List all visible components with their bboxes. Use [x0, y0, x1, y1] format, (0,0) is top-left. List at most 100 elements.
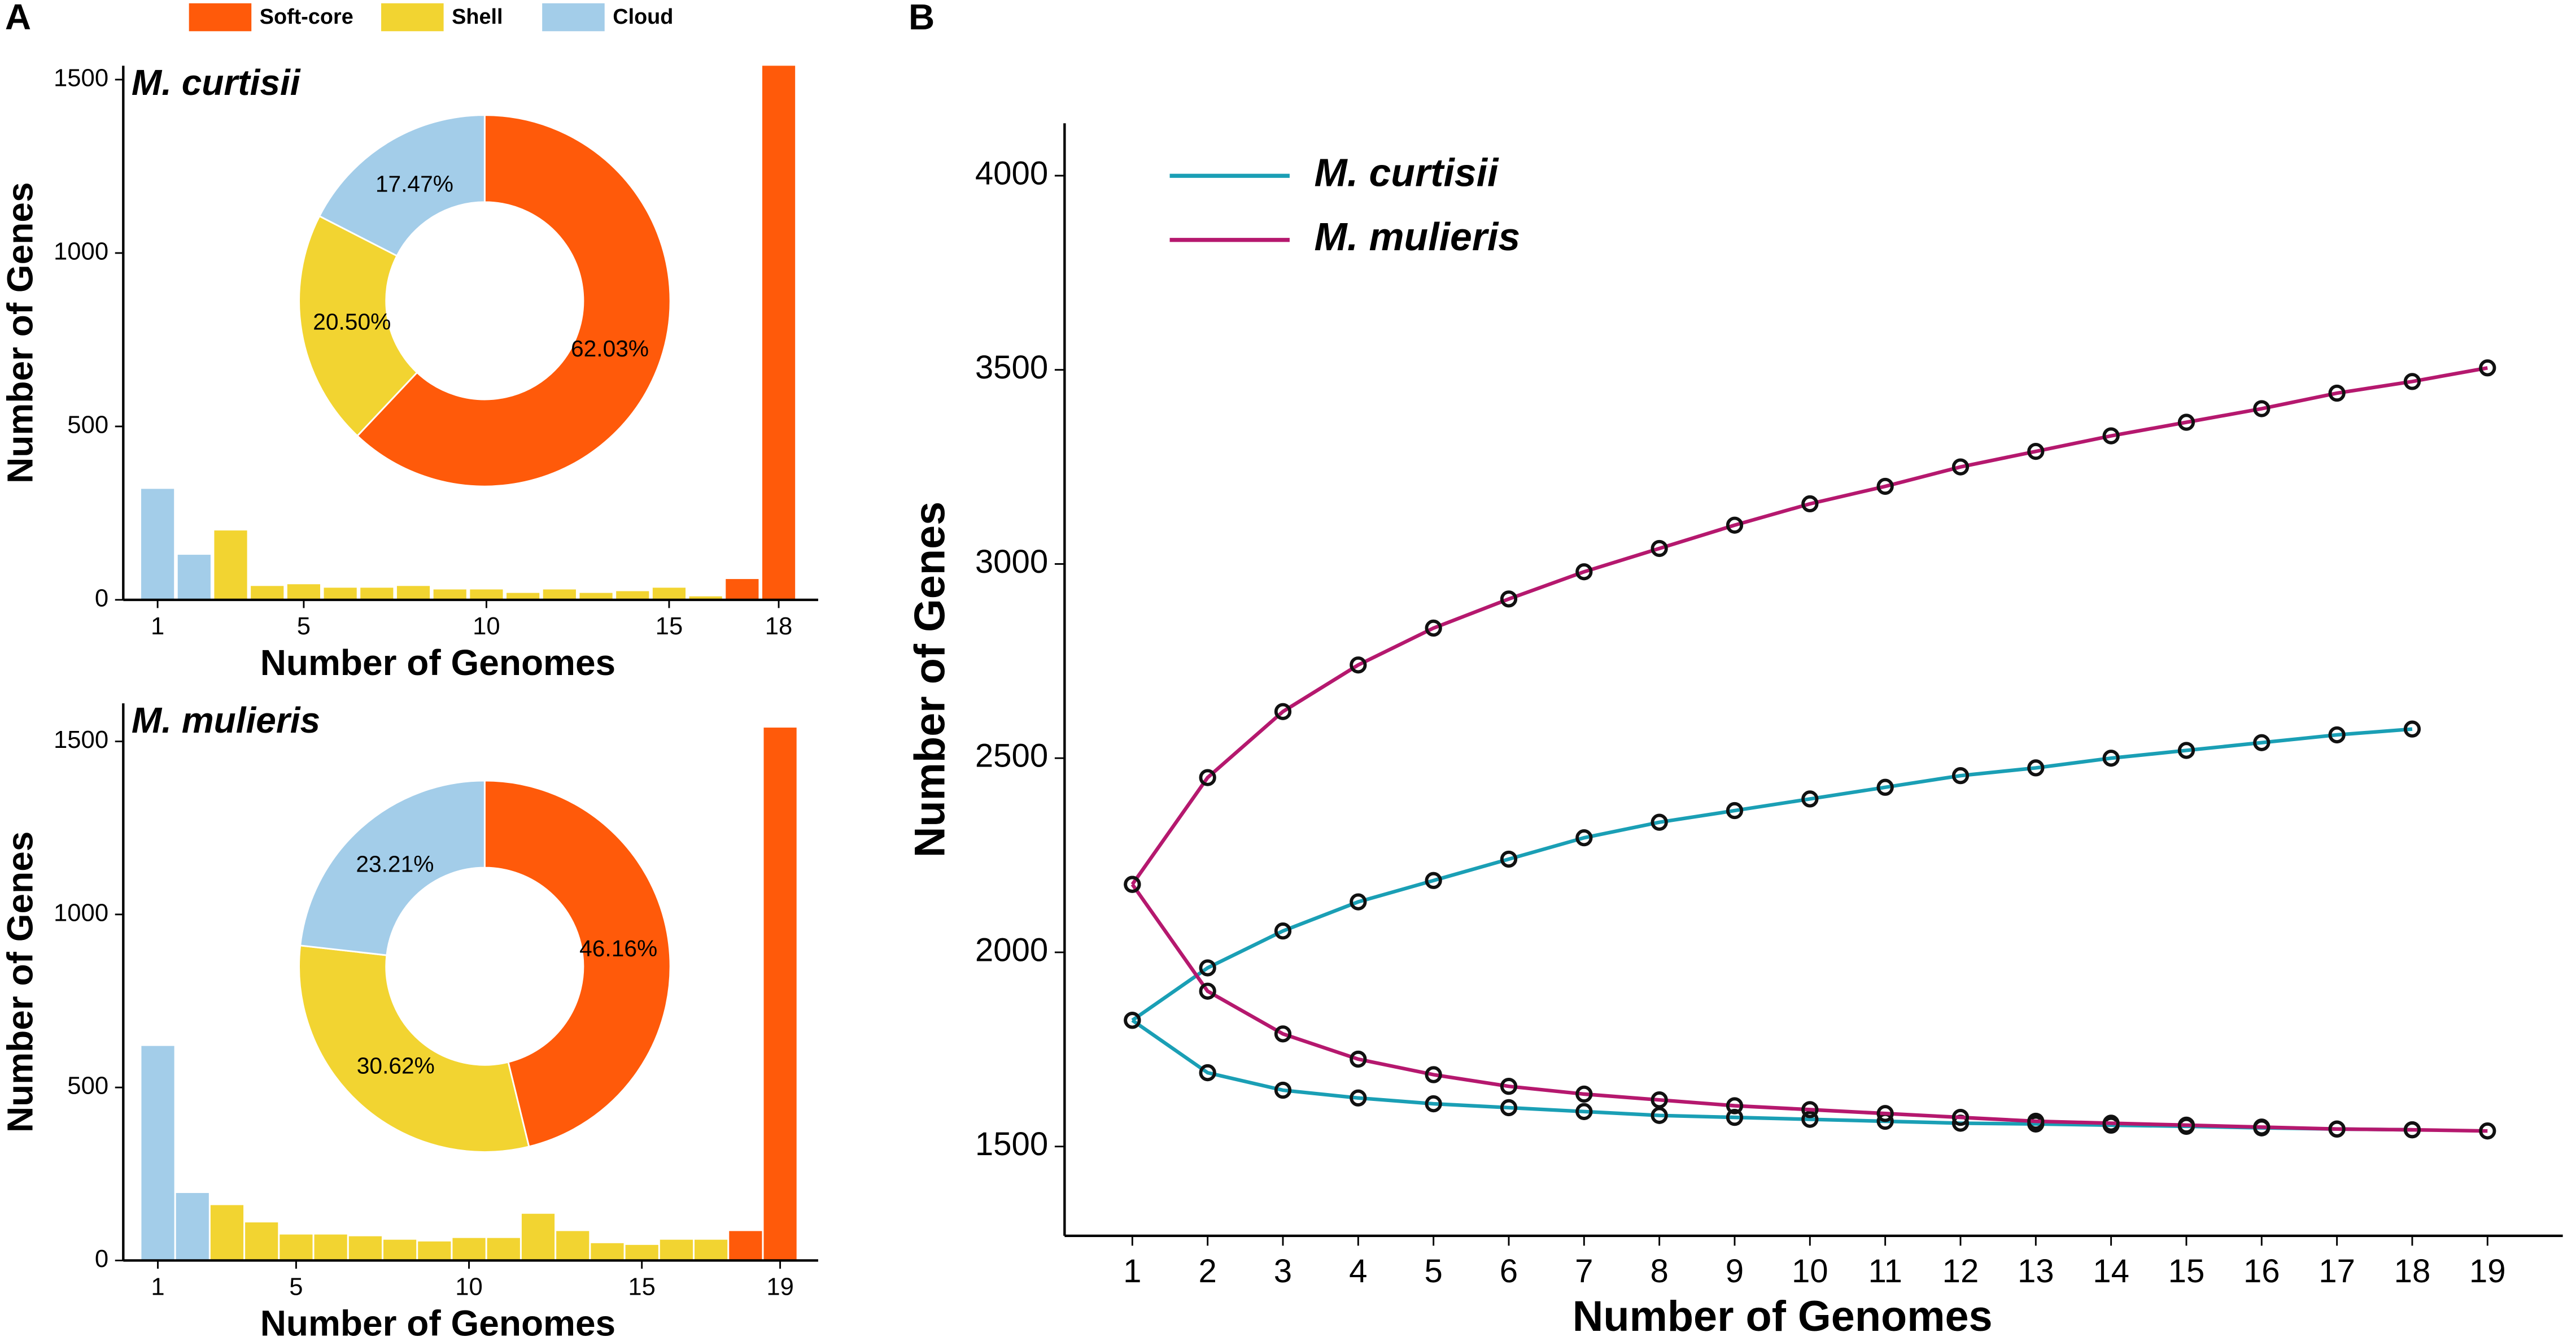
point [1274, 703, 1292, 720]
pie-slice [318, 114, 486, 257]
x-tick-label: 17 [2319, 1253, 2355, 1290]
y-tick-label: 1500 [54, 64, 108, 92]
bar [729, 1231, 762, 1261]
bar [507, 593, 540, 600]
point [1651, 813, 1668, 831]
point [2102, 1114, 2120, 1132]
point [1274, 1081, 1292, 1099]
x-tick-label: 15 [656, 613, 683, 640]
chart-title: M. mulieris [132, 700, 320, 741]
bar [616, 591, 649, 600]
legend-label: M. curtisii [1315, 151, 1499, 195]
point [1951, 1108, 1970, 1126]
point [1726, 1108, 1744, 1126]
point [2403, 1121, 2421, 1139]
point [1274, 922, 1292, 940]
point [2403, 720, 2421, 738]
legend-label: Soft-core [260, 5, 353, 29]
point [1425, 1095, 1442, 1113]
point [2479, 359, 2496, 377]
bar [433, 589, 466, 600]
legend-swatch [189, 3, 252, 32]
bar [348, 1236, 382, 1261]
y-tick-label: 1500 [54, 726, 108, 754]
legend-label: M. mulieris [1315, 215, 1521, 259]
point [2177, 742, 2195, 759]
x-tick-label: 18 [765, 613, 793, 640]
point [1876, 477, 1894, 495]
pie-label: 46.16% [579, 935, 657, 961]
point [2102, 427, 2120, 445]
x-tick-label: 8 [1650, 1253, 1668, 1290]
point [1425, 1066, 1442, 1083]
panel-label: B [909, 0, 935, 37]
bar [324, 587, 357, 600]
x-axis-title: Number of Genomes [260, 1303, 615, 1341]
point [2328, 1120, 2346, 1138]
point [2027, 442, 2045, 460]
point [1575, 563, 1593, 581]
y-tick-label: 500 [67, 1073, 108, 1100]
pie-label: 30.62% [357, 1053, 435, 1079]
point [1575, 829, 1593, 847]
bar [762, 66, 796, 600]
bar [726, 579, 759, 600]
panel-label: A [5, 0, 31, 37]
point [2403, 373, 2421, 390]
bar [141, 1046, 174, 1261]
point [2328, 726, 2346, 744]
x-tick-label: 1 [1123, 1253, 1141, 1290]
pie-slice [298, 944, 530, 1153]
x-tick-label: 10 [1792, 1253, 1828, 1290]
y-tick-label: 500 [67, 411, 108, 438]
bar [660, 1239, 693, 1261]
point [1500, 1099, 1518, 1117]
point [2177, 413, 2195, 431]
point [1876, 778, 1894, 796]
bar [314, 1234, 347, 1261]
point [1876, 1105, 1894, 1122]
point [1500, 590, 1518, 608]
x-tick-label: 7 [1575, 1253, 1593, 1290]
bar [141, 489, 174, 600]
bar [470, 589, 503, 600]
y-tick-label: 1500 [975, 1126, 1048, 1163]
point [2027, 759, 2045, 777]
bar [210, 1205, 244, 1261]
point [1651, 1107, 1668, 1124]
y-tick-label: 0 [95, 585, 108, 612]
bar [251, 586, 284, 600]
x-tick-label: 19 [766, 1273, 794, 1300]
pie-label: 23.21% [356, 851, 434, 877]
x-tick-label: 15 [2168, 1253, 2205, 1290]
bar [418, 1241, 451, 1261]
point [2253, 1118, 2271, 1136]
bar [360, 587, 394, 600]
point [1199, 769, 1216, 786]
point [1651, 539, 1668, 558]
point [2328, 384, 2346, 402]
pie-label: 17.47% [376, 171, 453, 197]
bar [287, 584, 321, 600]
bar [383, 1239, 417, 1261]
y-tick-label: 0 [95, 1246, 108, 1273]
point [1801, 790, 1819, 808]
x-tick-label: 16 [2243, 1253, 2280, 1290]
pie-slice [298, 215, 418, 437]
bar [591, 1243, 624, 1261]
x-tick-label: 3 [1274, 1253, 1292, 1290]
y-axis-title: Number of Genes [0, 831, 41, 1133]
x-tick-label: 10 [473, 613, 500, 640]
x-tick-label: 11 [1868, 1253, 1902, 1290]
point [1726, 802, 1744, 820]
pie-slice [483, 780, 671, 1148]
y-tick-label: 2000 [975, 931, 1048, 968]
x-tick-label: 1 [151, 1273, 164, 1300]
bar [487, 1238, 520, 1261]
point [1199, 959, 1216, 977]
x-tick-label: 9 [1726, 1253, 1744, 1290]
x-tick-label: 2 [1198, 1253, 1216, 1290]
y-tick-label: 3500 [975, 349, 1048, 386]
point [1199, 1064, 1216, 1082]
